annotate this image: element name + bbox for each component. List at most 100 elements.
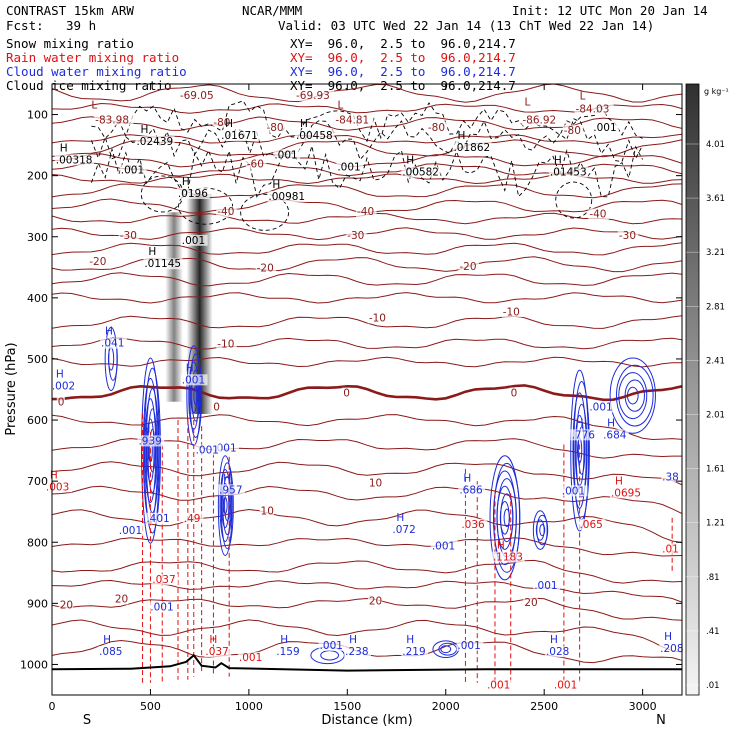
contour-value-label: .001 (150, 601, 173, 613)
x-end-label-south: S (83, 713, 91, 728)
maximum-marker: H (349, 634, 357, 646)
contour-value-label-bg (578, 518, 606, 530)
maximum-label-bg (220, 129, 260, 141)
cloud-water-contour (217, 455, 233, 556)
model-name: CONTRAST 15km ARW (6, 3, 134, 18)
y-tick-label: 100 (27, 109, 48, 122)
contour-value-label: .001 (593, 122, 616, 134)
temperature-label: -80 (428, 122, 445, 134)
contour-value-label: .38 (662, 471, 679, 483)
y-tick-label: 500 (27, 353, 48, 366)
temperature-label-bg (94, 114, 134, 126)
minimum-marker: L (337, 99, 343, 111)
maximum-label-bg (54, 154, 94, 166)
temperature-label-bg (617, 229, 639, 241)
maximum-label-bg (50, 380, 78, 392)
temperature-label: 0 (511, 388, 518, 400)
cloud-water-contour (193, 385, 199, 406)
maximum-label-bg (100, 337, 127, 349)
maximum-marker: H (223, 472, 231, 484)
cloud-water-contour (220, 462, 234, 549)
temperature-label-bg (259, 505, 274, 517)
x-end-label-north: N (656, 713, 666, 728)
temperature-label: -40 (589, 209, 606, 221)
maximum-marker: H (457, 130, 465, 142)
temperature-label: -69.93 (296, 90, 330, 102)
maximum-label: .957 (219, 484, 242, 496)
temperature-isoline (52, 153, 682, 168)
maximum-marker: H (300, 118, 308, 130)
cloud-water-contour (145, 388, 160, 514)
maximum-label-bg (44, 481, 72, 493)
cloud-water-contour (575, 403, 588, 498)
temperature-label-bg (245, 158, 267, 170)
fcst-label: Fcst: (6, 18, 44, 33)
contour-value-label-bg (456, 639, 484, 651)
temperature-isoline (52, 242, 682, 256)
maximum-marker: H (60, 142, 68, 154)
temperature-label-bg (342, 387, 351, 399)
temperature-label-bg (334, 114, 374, 126)
colorbar-label: 2.41 (706, 356, 725, 366)
contour-value-label-bg (212, 442, 240, 454)
temperature-label-bg (521, 114, 561, 126)
maximum-label: .238 (345, 646, 368, 658)
maximum-label: .085 (99, 646, 122, 658)
terrain-layer (52, 653, 682, 672)
maximum-label: .159 (276, 646, 299, 658)
maximum-label-bg (275, 646, 303, 658)
maximum-marker: H (140, 124, 148, 136)
temperature-label-bg (118, 229, 140, 241)
temperature-isoline (52, 292, 682, 304)
contour-value-label-bg (560, 485, 588, 497)
cloud-water-contour (440, 645, 452, 654)
maximum-label-bg (137, 435, 165, 447)
colorbar-label: 1.61 (706, 465, 725, 475)
contour-value-label-bg (119, 164, 147, 176)
colorbar-label: 1.21 (706, 519, 725, 529)
temperature-label: -10 (369, 312, 386, 324)
cloud-water-contour (618, 372, 648, 420)
maximum-label: .02439 (136, 136, 173, 148)
maximum-label-bg (135, 136, 175, 148)
maximum-marker: H (576, 417, 584, 429)
maximum-label: .208 (660, 643, 683, 655)
temperature-label-bg (216, 206, 237, 218)
temperature-label: -30 (619, 230, 636, 242)
temperature-label-bg (294, 89, 335, 101)
cloud-water-contour (189, 353, 203, 438)
cloud-water-contour (503, 508, 511, 527)
maximum-label-bg (98, 646, 125, 658)
temperature-isoline (52, 272, 682, 287)
contour-value-label: .001 (534, 580, 557, 592)
contour-value-label-bg (588, 401, 616, 413)
valid-time: Valid: 03 UTC Wed 22 Jan 14 (13 ChT Wed … (278, 18, 655, 33)
temperature-label-bg (58, 599, 74, 611)
temperature-label: 20 (524, 597, 537, 609)
maximum-marker: H (103, 634, 111, 646)
temperature-label: -30 (120, 230, 137, 242)
maximum-marker: H (406, 155, 414, 167)
maximum-marker: H (396, 512, 404, 524)
maximum-label: .00458 (296, 130, 333, 142)
contour-value-label: .001 (119, 525, 142, 537)
contour-value-label-bg (149, 601, 177, 613)
maximum-marker: H (280, 634, 288, 646)
field-title-cloud-water: Cloud water mixing ratio (6, 64, 187, 79)
maximum-label-bg (602, 429, 629, 441)
y-tick-label: 200 (27, 170, 48, 183)
contour-value-label-bg (430, 540, 458, 552)
minimum-marker: L (91, 99, 97, 111)
temperature-isoline (52, 337, 682, 350)
temperature-label: -84.03 (576, 103, 610, 115)
temperature-label-bg (356, 206, 377, 218)
cloud-water-contour (532, 510, 548, 550)
contour-value-label: .001 (320, 640, 343, 652)
maximum-label-bg (218, 484, 245, 496)
colorbar-label: 3.61 (706, 194, 725, 204)
cloud-water-contour (222, 497, 228, 515)
maximum-label: .01862 (453, 142, 490, 154)
contour-value-label-bg (145, 512, 173, 524)
temperature-label: -40 (217, 206, 234, 218)
field-title-cloud-ice: Cloud ice mixing ratio (6, 78, 172, 93)
